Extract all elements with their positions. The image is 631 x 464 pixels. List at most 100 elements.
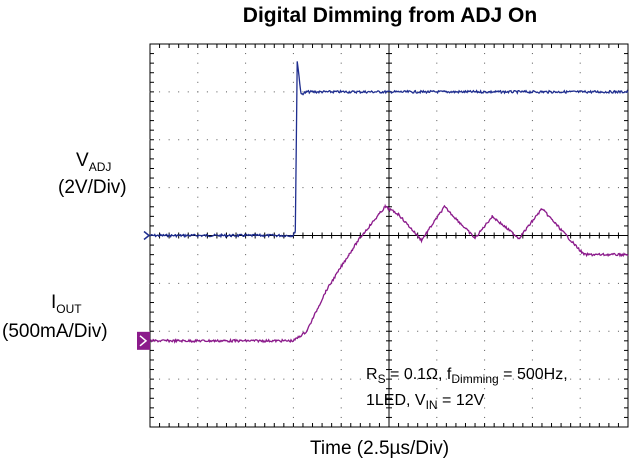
grid-dot [197,407,199,409]
grid-dot [178,187,180,189]
grid-dot [484,340,486,342]
grid-dot [197,129,199,131]
grid-dot [168,282,170,284]
grid-dot [436,282,438,284]
grid-dot [531,187,533,189]
grid-dot [531,263,533,265]
grid-dot [522,378,524,380]
grid-dot [206,282,208,284]
grid-dot [340,177,342,179]
grid-dot [292,225,294,227]
vadj-scale-label: (2V/Div) [58,177,127,198]
grid-dot [340,244,342,246]
grid-dot [302,91,304,93]
grid-dot [369,139,371,141]
grid-dot [292,302,294,304]
grid-dot [245,388,247,390]
iout-label: IOUT [51,292,82,316]
grid-dot [608,378,610,380]
grid-dot [340,397,342,399]
grid-dot [264,187,266,189]
grid-dot [541,187,543,189]
grid-dot [445,139,447,141]
grid-dot [321,139,323,141]
grid-dot [398,139,400,141]
grid-dot [436,359,438,361]
grid-dot [531,254,533,256]
grid-dot [484,378,486,380]
grid-dot [579,196,581,198]
grid-dot [570,187,572,189]
grid-dot [484,139,486,141]
iout-reference-marker [137,331,150,350]
grid-dot [245,148,247,150]
grid-dot [484,196,486,198]
x-axis-label: Time (2.5µs/Div) [310,438,450,459]
grid-dot [560,91,562,93]
grid-dot [197,196,199,198]
grid-dot [197,177,199,179]
conditions-line-1: RS = 0.1Ω, fDimming = 500Hz, [366,366,568,387]
grid-dot [531,196,533,198]
grid-dot [484,206,486,208]
grid-dot [197,110,199,112]
grid-dot [245,53,247,55]
grid-dot [312,282,314,284]
grid-dot [512,330,514,332]
grid-dot [216,139,218,141]
grid-dot [340,340,342,342]
grid-dot [321,330,323,332]
grid-dot [579,129,581,131]
grid-dot [321,187,323,189]
grid-dot [292,100,294,102]
grid-dot [464,139,466,141]
grid-dot [197,292,199,294]
grid-dot [579,273,581,275]
grid-dot [168,378,170,380]
grid-dot [378,139,380,141]
grid-dot [589,282,591,284]
grid-dot [608,187,610,189]
grid-dot [608,139,610,141]
grid-dot [551,187,553,189]
grid-dot [531,177,533,179]
grid-dot [579,254,581,256]
grid-dot [340,302,342,304]
grid-dot [197,302,199,304]
grid-dot [417,330,419,332]
grid-dot [245,369,247,371]
grid-dot [579,177,581,179]
grid-dot [292,311,294,313]
grid-dot [197,91,199,93]
grid-dot [225,187,227,189]
grid-dot [436,416,438,418]
grid-dot [197,282,199,284]
vadj-label: VADJ [76,150,112,174]
grid-dot [340,215,342,217]
grid-dot [579,81,581,83]
grid-dot [493,330,495,332]
grid-dot [302,378,304,380]
grid-dot [159,330,161,332]
grid-dot [531,340,533,342]
grid-dot [579,62,581,64]
grid-dot [283,330,285,332]
grid-dot [206,187,208,189]
grid-dot [436,225,438,227]
grid-dot [197,397,199,399]
grid-dot [340,100,342,102]
grid-dot [197,187,199,189]
grid-dot [445,187,447,189]
grid-dot [417,187,419,189]
grid-dot [531,369,533,371]
grid-dot [245,187,247,189]
grid-dot [445,330,447,332]
grid-dot [292,91,294,93]
grid-dot [617,139,619,141]
grid-dot [436,388,438,390]
grid-dot [484,167,486,169]
grid-dot [340,263,342,265]
grid-dot [560,282,562,284]
grid-dot [436,407,438,409]
grid-dot [159,282,161,284]
